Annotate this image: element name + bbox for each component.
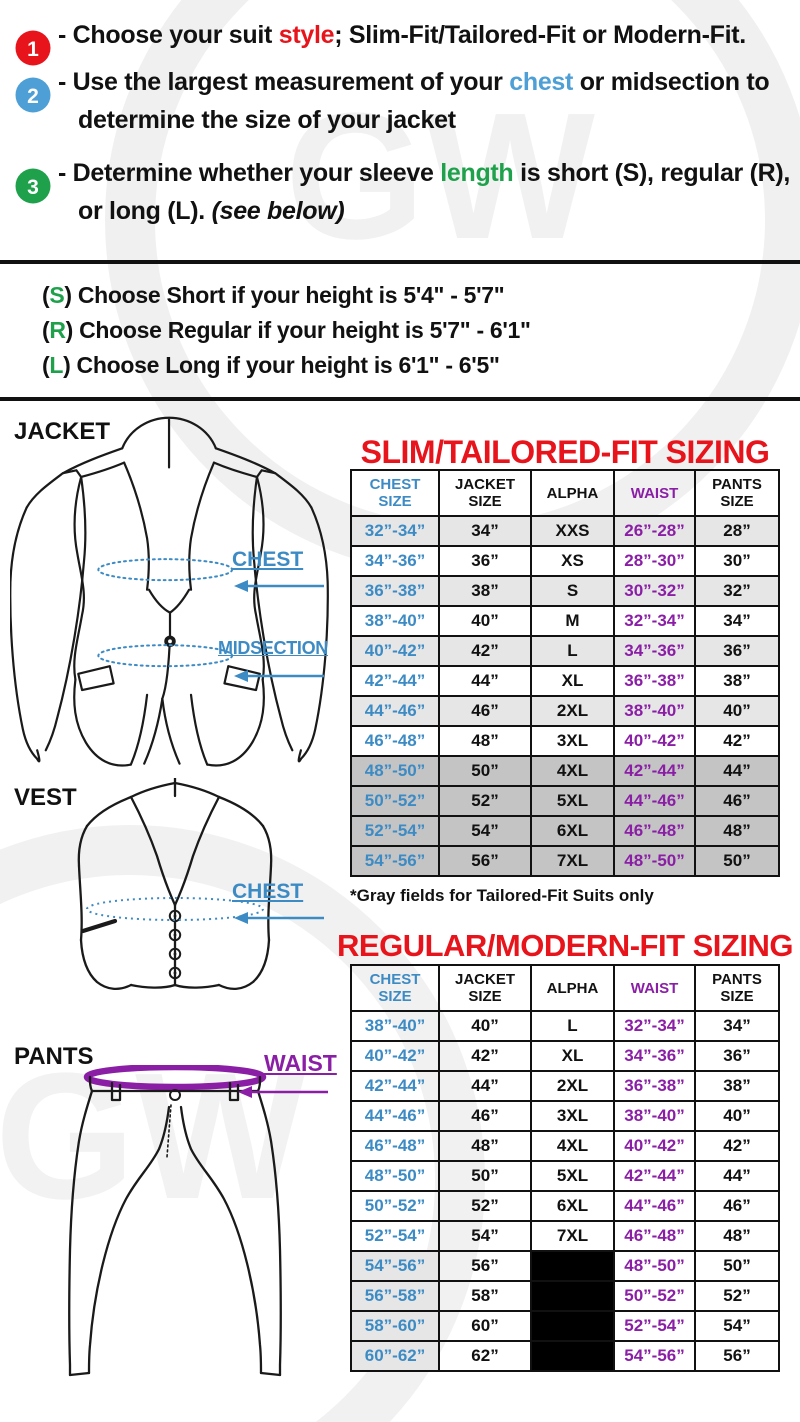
svg-text:2: 2 [27,85,39,108]
svg-text:3: 3 [27,176,39,199]
svg-text:1: 1 [27,38,39,61]
